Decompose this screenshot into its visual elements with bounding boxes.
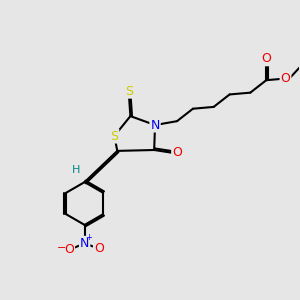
Text: O: O bbox=[94, 242, 104, 255]
Text: S: S bbox=[125, 85, 133, 98]
Text: N: N bbox=[80, 237, 89, 250]
Text: −: − bbox=[57, 243, 66, 254]
Text: H: H bbox=[72, 165, 80, 175]
Text: O: O bbox=[280, 72, 290, 85]
Text: N: N bbox=[150, 118, 160, 131]
Text: O: O bbox=[261, 52, 271, 65]
Text: S: S bbox=[110, 130, 118, 142]
Text: O: O bbox=[64, 243, 74, 256]
Text: +: + bbox=[85, 233, 92, 242]
Text: O: O bbox=[172, 146, 182, 160]
